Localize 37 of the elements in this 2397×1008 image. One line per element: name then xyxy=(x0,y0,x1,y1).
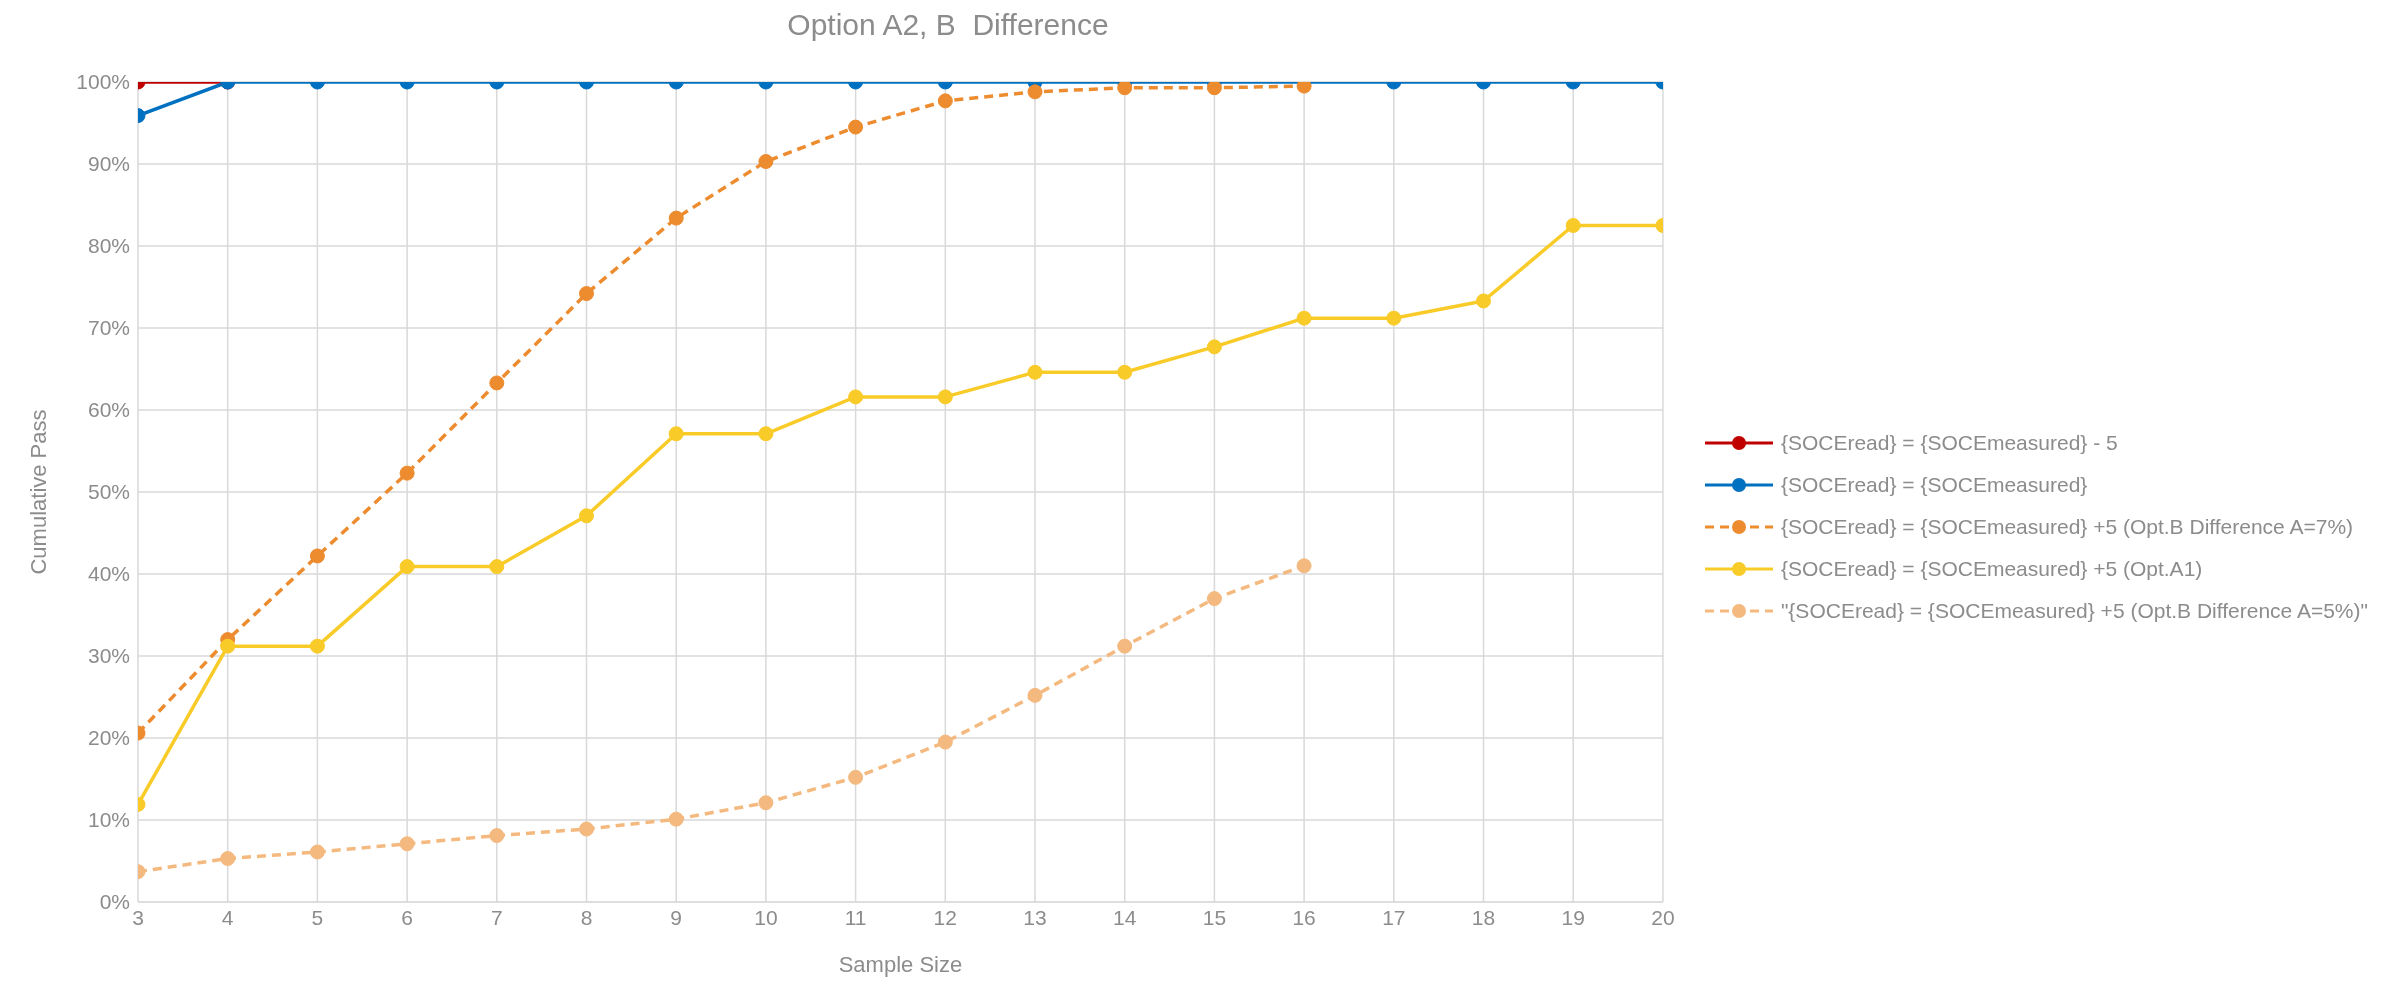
x-tick-label: 16 xyxy=(1292,905,1316,929)
legend-label: {SOCEread} = {SOCEmeasured} - 5 xyxy=(1780,431,2118,455)
x-tick-label: 9 xyxy=(670,905,683,929)
x-tick-label: 11 xyxy=(844,905,867,929)
y-tick-label: 20% xyxy=(87,726,130,750)
x-axis-title: Sample Size xyxy=(838,952,963,977)
x-tick-label: 3 xyxy=(132,905,144,929)
legend-label: {SOCEread} = {SOCEmeasured} +5 (Opt.A1) xyxy=(1780,557,2203,581)
x-tick-label: 8 xyxy=(580,905,593,929)
y-tick-label: 60% xyxy=(87,398,130,422)
x-tick-label: 14 xyxy=(1113,905,1137,929)
y-tick-label: 50% xyxy=(87,480,130,504)
legend-label: {SOCEread} = {SOCEmeasured} xyxy=(1780,473,2088,497)
x-tick-label: 12 xyxy=(933,905,957,929)
y-tick-label: 100% xyxy=(76,70,130,94)
y-tick-label: 90% xyxy=(87,152,130,176)
legend-label: "{SOCEread} = {SOCEmeasured} +5 (Opt.B Difference A=5%)" xyxy=(1780,599,2368,623)
y-axis-title: Cumulative Pass xyxy=(25,409,51,575)
x-tick-label: 5 xyxy=(311,905,324,929)
y-tick-label: 80% xyxy=(87,234,130,258)
x-tick-label: 10 xyxy=(754,905,778,929)
x-tick-label: 18 xyxy=(1471,905,1496,929)
x-tick-label: 7 xyxy=(490,905,503,929)
y-tick-label: 70% xyxy=(87,316,130,340)
legend-label: {SOCEread} = {SOCEmeasured} +5 (Opt.B Difference A=7%) xyxy=(1780,515,2354,539)
x-tick-label: 13 xyxy=(1023,905,1047,929)
chart-title: Option A2, B Difference xyxy=(786,8,1110,43)
x-tick-label: 4 xyxy=(221,905,234,929)
y-tick-label: 30% xyxy=(87,644,130,668)
x-tick-label: 17 xyxy=(1382,905,1406,929)
y-tick-label: 40% xyxy=(87,562,130,586)
y-tick-label: 0% xyxy=(99,890,130,914)
x-tick-label: 6 xyxy=(401,905,413,929)
x-tick-label: 20 xyxy=(1651,905,1675,929)
x-tick-label: 19 xyxy=(1561,905,1585,929)
y-tick-label: 10% xyxy=(87,808,130,832)
x-tick-label: 15 xyxy=(1202,905,1227,929)
